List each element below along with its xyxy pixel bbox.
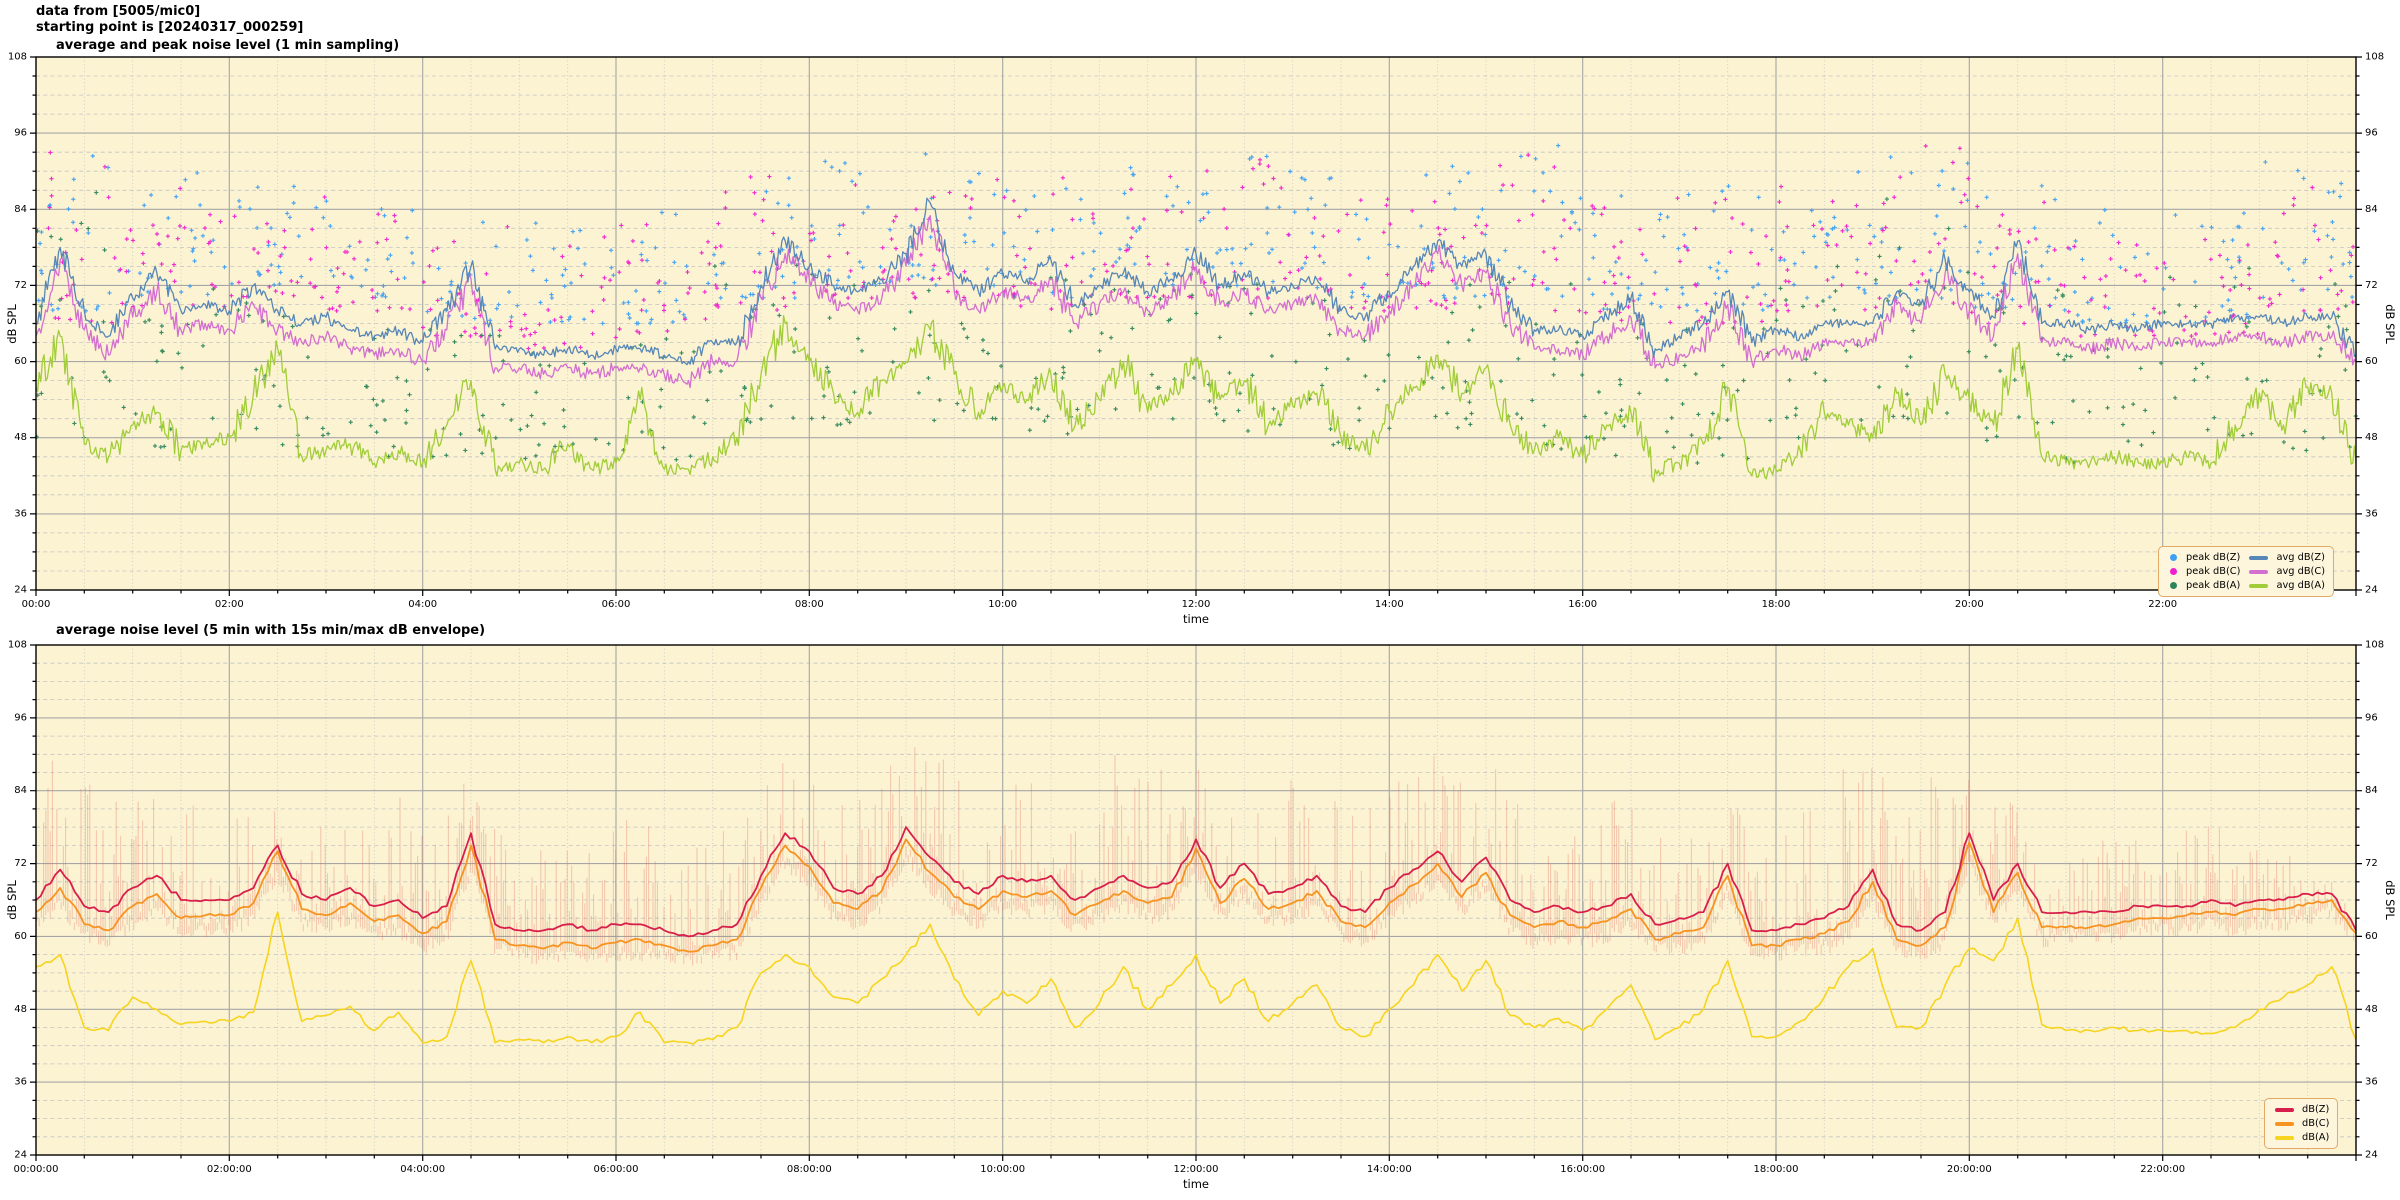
- x-tick-label: 04:00: [408, 599, 437, 610]
- x-tick-label: 00:00:00: [14, 1164, 59, 1175]
- y-tick-label-left: 24: [14, 585, 27, 596]
- x-tick-label: 12:00: [1182, 599, 1211, 610]
- y-tick-label-left: 24: [14, 1150, 27, 1161]
- series-avg-db-c-: [35, 214, 2357, 389]
- x-tick-label: 14:00:00: [1367, 1164, 1412, 1175]
- series-avg-db-z-: [35, 197, 2357, 366]
- y-tick-label-left: 96: [14, 128, 27, 139]
- chart2-ylabel-left: dB SPL: [5, 880, 19, 920]
- chart1-ylabel-right: dB SPL: [2383, 304, 2397, 344]
- y-tick-label-left: 48: [14, 432, 27, 443]
- x-tick-label: 10:00: [988, 599, 1017, 610]
- y-tick-label-left: 108: [8, 52, 27, 63]
- scatter-peak-db-z-: [36, 143, 2355, 326]
- x-tick-label: 02:00: [215, 599, 244, 610]
- legend-avg-1-swatch: [2248, 569, 2268, 574]
- y-tick-label-right: 96: [2365, 712, 2378, 723]
- x-tick-label: 18:00: [1762, 599, 1791, 610]
- y-tick-label-right: 48: [2365, 1004, 2378, 1015]
- series-db-a-: [35, 911, 2357, 1045]
- legend-peak-2-swatch: [2169, 582, 2177, 589]
- y-tick-label-right: 96: [2365, 128, 2378, 139]
- y-tick-label-right: 108: [2365, 640, 2384, 651]
- y-tick-label-right: 84: [2365, 204, 2378, 215]
- legend-db-1-label: dB(C): [2302, 1118, 2330, 1129]
- x-tick-label: 08:00: [795, 599, 824, 610]
- y-tick-label-left: 60: [14, 356, 27, 367]
- legend-peak-1-swatch: [2169, 568, 2177, 575]
- legend-db-0-swatch: [2274, 1107, 2294, 1112]
- chart2-xaxis-label: time: [1183, 1177, 1209, 1191]
- plot2-grid-major-y: [36, 717, 2356, 1083]
- legend-db-0-label: dB(Z): [2302, 1104, 2330, 1115]
- chart2-title: average noise level (5 min with 15s min/…: [56, 623, 486, 638]
- y-tick-label-left: 36: [14, 508, 27, 519]
- chart1-ylabel-left: dB SPL: [5, 304, 19, 344]
- y-tick-label-left: 60: [14, 931, 27, 942]
- y-tick-label-left: 48: [14, 1004, 27, 1015]
- legend-avg-0-label: avg dB(Z): [2276, 552, 2325, 563]
- header-source-line: data from [5005/mic0]: [36, 4, 201, 19]
- legend-peak-0-swatch: [2169, 554, 2177, 561]
- y-tick-label-left: 84: [14, 204, 27, 215]
- y-tick-label-left: 108: [8, 640, 27, 651]
- x-tick-label: 06:00:00: [594, 1164, 639, 1175]
- y-tick-label-left: 72: [14, 280, 27, 291]
- x-tick-label: 04:00:00: [400, 1164, 445, 1175]
- y-tick-label-left: 36: [14, 1077, 27, 1088]
- y-tick-label-right: 84: [2365, 785, 2378, 796]
- envelope-min-max: [36, 747, 2357, 966]
- plot1-grid-major-x: [228, 57, 2164, 590]
- chart2-legend: dB(Z) dB(C) dB(A): [2264, 1098, 2339, 1149]
- legend-db-1-swatch: [2274, 1121, 2294, 1126]
- legend-avg-1-label: avg dB(C): [2276, 566, 2326, 577]
- x-tick-label: 02:00:00: [207, 1164, 252, 1175]
- y-tick-label-left: 72: [14, 858, 27, 869]
- x-tick-label: 20:00: [1955, 599, 1984, 610]
- series-avg-db-a-: [35, 315, 2357, 483]
- y-tick-label-right: 36: [2365, 508, 2378, 519]
- plot2-ticks: [30, 644, 2362, 1161]
- y-tick-label-right: 48: [2365, 432, 2378, 443]
- x-tick-label: 22:00: [2148, 599, 2177, 610]
- x-tick-label: 16:00:00: [1560, 1164, 1605, 1175]
- header-start-line: starting point is [20240317_000259]: [36, 20, 304, 35]
- y-tick-label-right: 72: [2365, 858, 2378, 869]
- y-tick-label-right: 60: [2365, 356, 2378, 367]
- x-tick-label: 18:00:00: [1754, 1164, 1799, 1175]
- chart2-ylabel-right: dB SPL: [2383, 880, 2397, 920]
- x-tick-label: 12:00:00: [1174, 1164, 1219, 1175]
- legend-peak-0-label: peak dB(Z): [2186, 552, 2241, 563]
- y-tick-label-left: 96: [14, 712, 27, 723]
- legend-db-2-label: dB(A): [2302, 1132, 2330, 1143]
- chart1-title: average and peak noise level (1 min samp…: [56, 38, 400, 53]
- y-tick-label-right: 24: [2365, 1150, 2378, 1161]
- y-tick-label-left: 84: [14, 785, 27, 796]
- y-tick-label-right: 60: [2365, 931, 2378, 942]
- legend-peak-2-label: peak dB(A): [2186, 580, 2241, 591]
- x-tick-label: 20:00:00: [1947, 1164, 1992, 1175]
- y-tick-label-right: 72: [2365, 280, 2378, 291]
- legend-db-2-swatch: [2274, 1135, 2294, 1140]
- legend-avg-0-swatch: [2248, 555, 2268, 560]
- legend-avg-2-swatch: [2248, 583, 2268, 588]
- x-tick-label: 08:00:00: [787, 1164, 832, 1175]
- y-tick-label-right: 108: [2365, 52, 2384, 63]
- y-tick-label-right: 24: [2365, 585, 2378, 596]
- chart1-xaxis-label: time: [1183, 612, 1209, 626]
- x-tick-label: 22:00:00: [2140, 1164, 2185, 1175]
- y-tick-label-right: 36: [2365, 1077, 2378, 1088]
- x-tick-label: 10:00:00: [980, 1164, 1025, 1175]
- chart1-legend: peak dB(Z) avg dB(Z) peak dB(C) avg dB(C) pe…: [2158, 546, 2335, 597]
- series-db-z-: [35, 826, 2357, 938]
- legend-avg-2-label: avg dB(A): [2276, 580, 2325, 591]
- x-tick-label: 14:00: [1375, 599, 1404, 610]
- legend-peak-1-label: peak dB(C): [2186, 566, 2241, 577]
- series-db-c-: [35, 838, 2357, 953]
- x-tick-label: 06:00: [602, 599, 631, 610]
- x-tick-label: 16:00: [1568, 599, 1597, 610]
- x-tick-label: 00:00: [22, 599, 51, 610]
